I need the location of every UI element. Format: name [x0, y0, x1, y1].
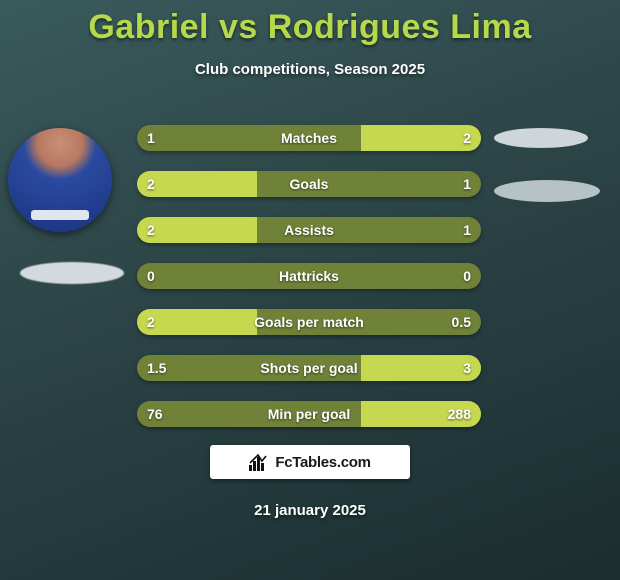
branding-badge: FcTables.com — [210, 445, 410, 479]
page-date: 21 january 2025 — [0, 502, 620, 519]
stat-label: Hattricks — [137, 263, 481, 289]
avatar-shadow-right-2 — [494, 180, 600, 202]
stat-value-right: 0.5 — [452, 309, 471, 335]
stat-value-right: 288 — [448, 401, 471, 427]
player-avatar-left — [8, 128, 112, 232]
stat-row: 76Min per goal288 — [137, 401, 481, 427]
stat-value-right: 1 — [463, 171, 471, 197]
stat-row: 1Matches2 — [137, 125, 481, 151]
stat-label: Shots per goal — [137, 355, 481, 381]
stat-label: Matches — [137, 125, 481, 151]
stat-label: Assists — [137, 217, 481, 243]
stat-value-right: 2 — [463, 125, 471, 151]
stat-row: 2Assists1 — [137, 217, 481, 243]
branding-text: FcTables.com — [275, 454, 370, 471]
page-subtitle: Club competitions, Season 2025 — [0, 61, 620, 78]
stat-value-right: 0 — [463, 263, 471, 289]
stat-row: 0Hattricks0 — [137, 263, 481, 289]
stat-row: 2Goals per match0.5 — [137, 309, 481, 335]
stat-row: 1.5Shots per goal3 — [137, 355, 481, 381]
stat-value-right: 1 — [463, 217, 471, 243]
stats-bars: 1Matches22Goals12Assists10Hattricks02Goa… — [137, 125, 481, 447]
avatar-shadow-right-1 — [494, 128, 588, 148]
stat-label: Min per goal — [137, 401, 481, 427]
stat-label: Goals per match — [137, 309, 481, 335]
branding-logo-icon — [249, 453, 269, 471]
avatar-shadow-left — [20, 262, 124, 284]
stat-label: Goals — [137, 171, 481, 197]
stat-row: 2Goals1 — [137, 171, 481, 197]
page-title: Gabriel vs Rodrigues Lima — [0, 0, 620, 47]
stat-value-right: 3 — [463, 355, 471, 381]
